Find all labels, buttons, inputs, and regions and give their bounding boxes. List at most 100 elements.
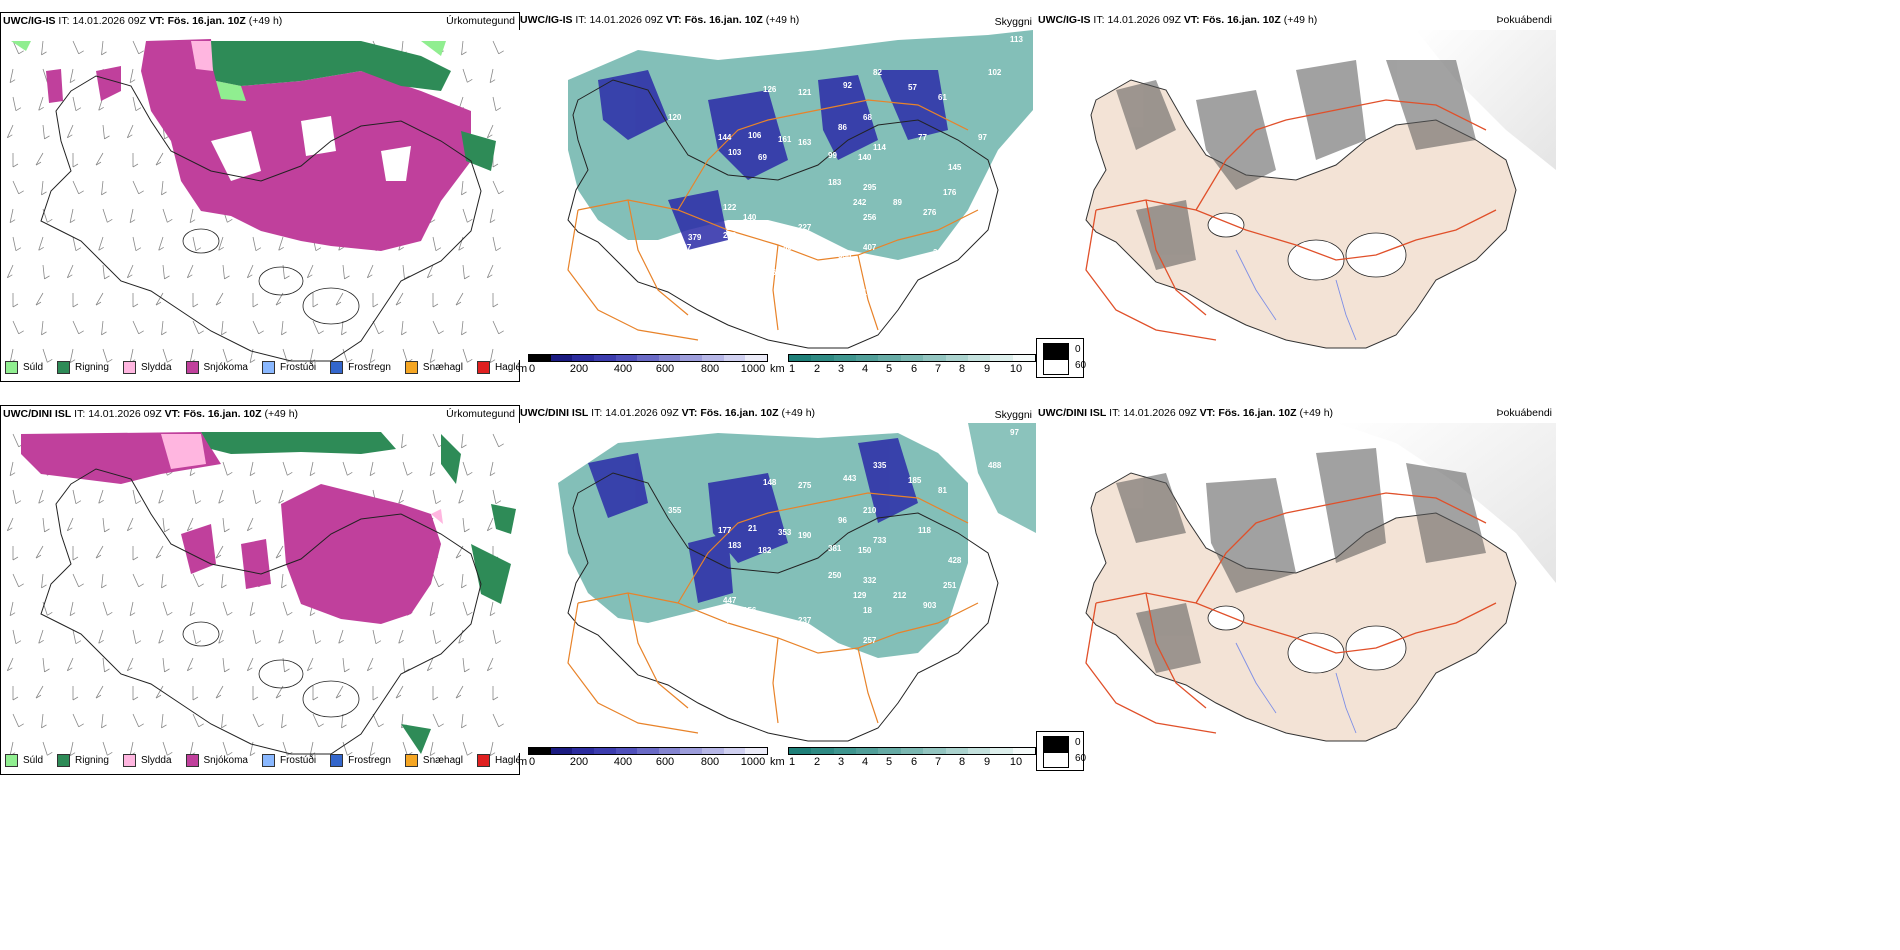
cloud-base-value: 105 — [726, 223, 740, 232]
legend-swatch — [330, 754, 344, 767]
cloud-base-value: 428 — [948, 556, 962, 565]
fog-key-bottom: 0 60 — [1036, 731, 1086, 771]
wind-barb — [161, 573, 167, 589]
wind-barb — [462, 657, 470, 673]
rivers — [1235, 642, 1357, 734]
wind-barb — [312, 686, 319, 701]
colorbar-strip — [788, 747, 1036, 755]
wind-barb — [218, 236, 224, 251]
wind-barb — [282, 601, 293, 616]
wind-barb — [486, 264, 494, 279]
wind-barb — [252, 629, 262, 645]
wind-barb — [69, 601, 76, 617]
colorbar-unit: km — [770, 363, 785, 375]
wind-barb — [132, 96, 142, 112]
legend-item: Súld — [5, 361, 43, 374]
legend-item: Snjókoma — [185, 361, 248, 374]
wind-barb — [252, 236, 262, 252]
wind-barb — [342, 461, 353, 476]
fog-sea-area — [1336, 423, 1556, 583]
wind-barb — [102, 124, 110, 140]
legend-item: Rigning — [57, 754, 109, 767]
wind-barb — [335, 292, 344, 306]
wind-barb — [489, 461, 496, 477]
rain-area — [206, 41, 496, 171]
wind-barb — [492, 236, 502, 252]
cloud-base-value: 713 — [726, 616, 740, 625]
legend-swatch — [476, 361, 490, 374]
wind-barb — [155, 292, 164, 306]
wind-barb — [489, 68, 496, 84]
wind-barb — [132, 573, 144, 588]
iceland-outline — [40, 75, 482, 362]
wind-barb — [432, 489, 442, 505]
wind-barb — [95, 545, 104, 559]
legend-swatch — [261, 754, 275, 767]
cloud-base-value: 177 — [718, 526, 732, 535]
colorbar-tick: 1000 — [740, 363, 766, 375]
wind-barb — [429, 601, 436, 617]
legend-item: Slydda — [122, 361, 172, 374]
wind-barb — [432, 629, 442, 645]
wind-barb — [186, 657, 194, 672]
cloud-base-value: 144 — [718, 133, 732, 142]
wind-barb — [102, 208, 113, 223]
cloud-base-value: 227 — [798, 223, 812, 232]
cloud-base-value: 18 — [863, 606, 872, 615]
model-name: UWC/DINI ISL — [3, 408, 72, 420]
cloud-base-value: 733 — [873, 536, 887, 545]
wind-barb — [461, 40, 467, 56]
legend-item: Rigning — [57, 361, 109, 374]
wind-barb — [222, 601, 233, 616]
cloud-base-value: 807 — [783, 243, 797, 252]
wind-barb — [35, 152, 44, 166]
wind-barb — [102, 601, 113, 616]
wind-barb — [38, 96, 44, 111]
cloud-base-value: 150 — [858, 546, 872, 555]
colorbar-tick: 7 — [934, 363, 942, 375]
cloud-base-value: 89 — [893, 198, 902, 207]
wind-barb — [275, 545, 284, 559]
cloud-base-value: 550 — [838, 251, 852, 260]
wind-barb — [161, 180, 167, 196]
cloud-base-value: 443 — [843, 474, 857, 483]
glacier-outlines — [182, 621, 360, 718]
wind-barb — [41, 40, 47, 56]
wind-barb — [72, 573, 84, 588]
wind-barb — [432, 686, 439, 701]
wind-barb — [455, 292, 464, 306]
map-header: UWC/DINI ISL IT: 14.01.2026 09Z VT: Fös.… — [3, 408, 299, 420]
cloud-base-value: 96 — [838, 516, 847, 525]
wind-barb — [101, 40, 107, 56]
wind-barb — [41, 320, 47, 336]
wind-barb — [72, 180, 84, 195]
wind-barb — [309, 461, 316, 477]
cloud-base-value: 156 — [743, 606, 757, 615]
wind-barb — [155, 685, 164, 699]
wind-barb — [126, 264, 134, 279]
wind-barb — [432, 236, 442, 252]
wind-barb — [312, 293, 319, 308]
cloud-base-value: 303 — [933, 248, 947, 257]
wind-barb — [401, 433, 407, 449]
drizzle-area — [11, 41, 446, 101]
wind-barb — [492, 153, 499, 168]
wind-barb — [102, 741, 113, 756]
cloud-base-value: 185 — [908, 476, 922, 485]
cloud-base-value: 210 — [863, 506, 877, 515]
model-name: UWC/IG-IS — [520, 14, 573, 26]
colorbar-strip — [788, 354, 1036, 362]
fog-roads — [1085, 99, 1497, 341]
precip-map-canvas — [6, 432, 516, 757]
wind-barb — [252, 489, 262, 505]
wind-barb — [101, 320, 107, 336]
cloud-base-colorbar: m 0 200 400 600 800 1000 — [518, 354, 778, 376]
wind-barb — [6, 517, 14, 532]
cloud-base-value: 82 — [873, 68, 882, 77]
map-header: UWC/DINI ISL IT: 14.01.2026 09Z VT: Fös.… — [520, 407, 816, 419]
white-gaps — [211, 116, 411, 181]
cloud-base-value: 120 — [668, 113, 682, 122]
wind-barb — [95, 685, 104, 699]
wind-barb — [429, 741, 436, 757]
wind-barb — [72, 236, 82, 252]
